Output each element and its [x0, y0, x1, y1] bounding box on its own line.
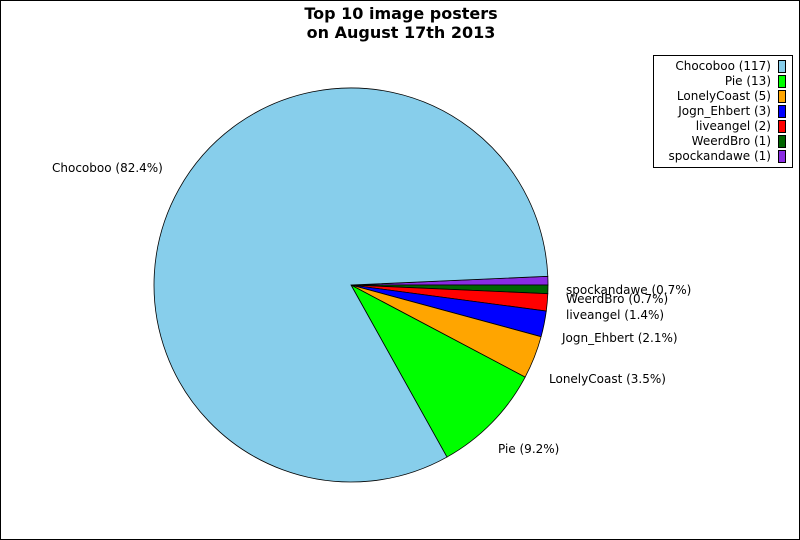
- slice-label-liveangel: liveangel (1.4%): [566, 308, 664, 322]
- slice-label-pie: Pie (9.2%): [498, 442, 559, 456]
- legend-swatch: [778, 150, 786, 163]
- legend-label: WeerdBro (1): [691, 134, 771, 148]
- legend-swatch: [778, 120, 786, 133]
- legend-swatch: [778, 90, 786, 103]
- legend-label: Pie (13): [724, 74, 771, 88]
- slice-label-chocoboo: Chocoboo (82.4%): [52, 161, 163, 175]
- slice-label-spockandawe: spockandawe (0.7%): [566, 283, 691, 297]
- legend-entry: LonelyCoast (5): [654, 89, 786, 104]
- legend-entry: Jogn_Ehbert (3): [654, 104, 786, 119]
- chart-legend: Chocoboo (117) Pie (13) LonelyCoast (5) Jog…: [653, 55, 793, 168]
- legend-entry: Chocoboo (117): [654, 59, 786, 74]
- legend-swatch: [778, 75, 786, 88]
- legend-label: LonelyCoast (5): [676, 89, 771, 103]
- legend-entry: spockandawe (1): [654, 149, 786, 164]
- legend-entry: WeerdBro (1): [654, 134, 786, 149]
- legend-entry: Pie (13): [654, 74, 786, 89]
- legend-swatch: [778, 105, 786, 118]
- legend-swatch: [778, 60, 786, 73]
- chart-title-line-2: on August 17th 2013: [306, 23, 496, 42]
- chart-title-line-1: Top 10 image posters: [304, 4, 498, 23]
- slice-label-weerdbro: WeerdBro (0.7%): [566, 292, 668, 306]
- legend-swatch: [778, 135, 786, 148]
- pie-slice-chocoboo: [153, 87, 549, 483]
- slice-label-jogn-ehbert: Jogn_Ehbert (2.1%): [561, 331, 678, 345]
- pie-slice-pie: [349, 284, 526, 458]
- slice-label-lonelycoast: LonelyCoast (3.5%): [549, 372, 666, 386]
- legend-entry: liveangel (2): [654, 119, 786, 134]
- legend-label: Jogn_Ehbert (3): [678, 104, 771, 118]
- chart-title: Top 10 image posters on August 17th 2013: [1, 4, 800, 42]
- pie-slices: [153, 87, 549, 483]
- legend-label: spockandawe (1): [668, 149, 772, 163]
- legend-rows: Chocoboo (117) Pie (13) LonelyCoast (5) Jog…: [654, 59, 786, 164]
- pie-slice-labels: Chocoboo (82.4%) Pie (9.2%) LonelyCoast (3…: [52, 161, 691, 456]
- legend-label: liveangel (2): [695, 119, 771, 133]
- legend-label: Chocoboo (117): [675, 59, 771, 73]
